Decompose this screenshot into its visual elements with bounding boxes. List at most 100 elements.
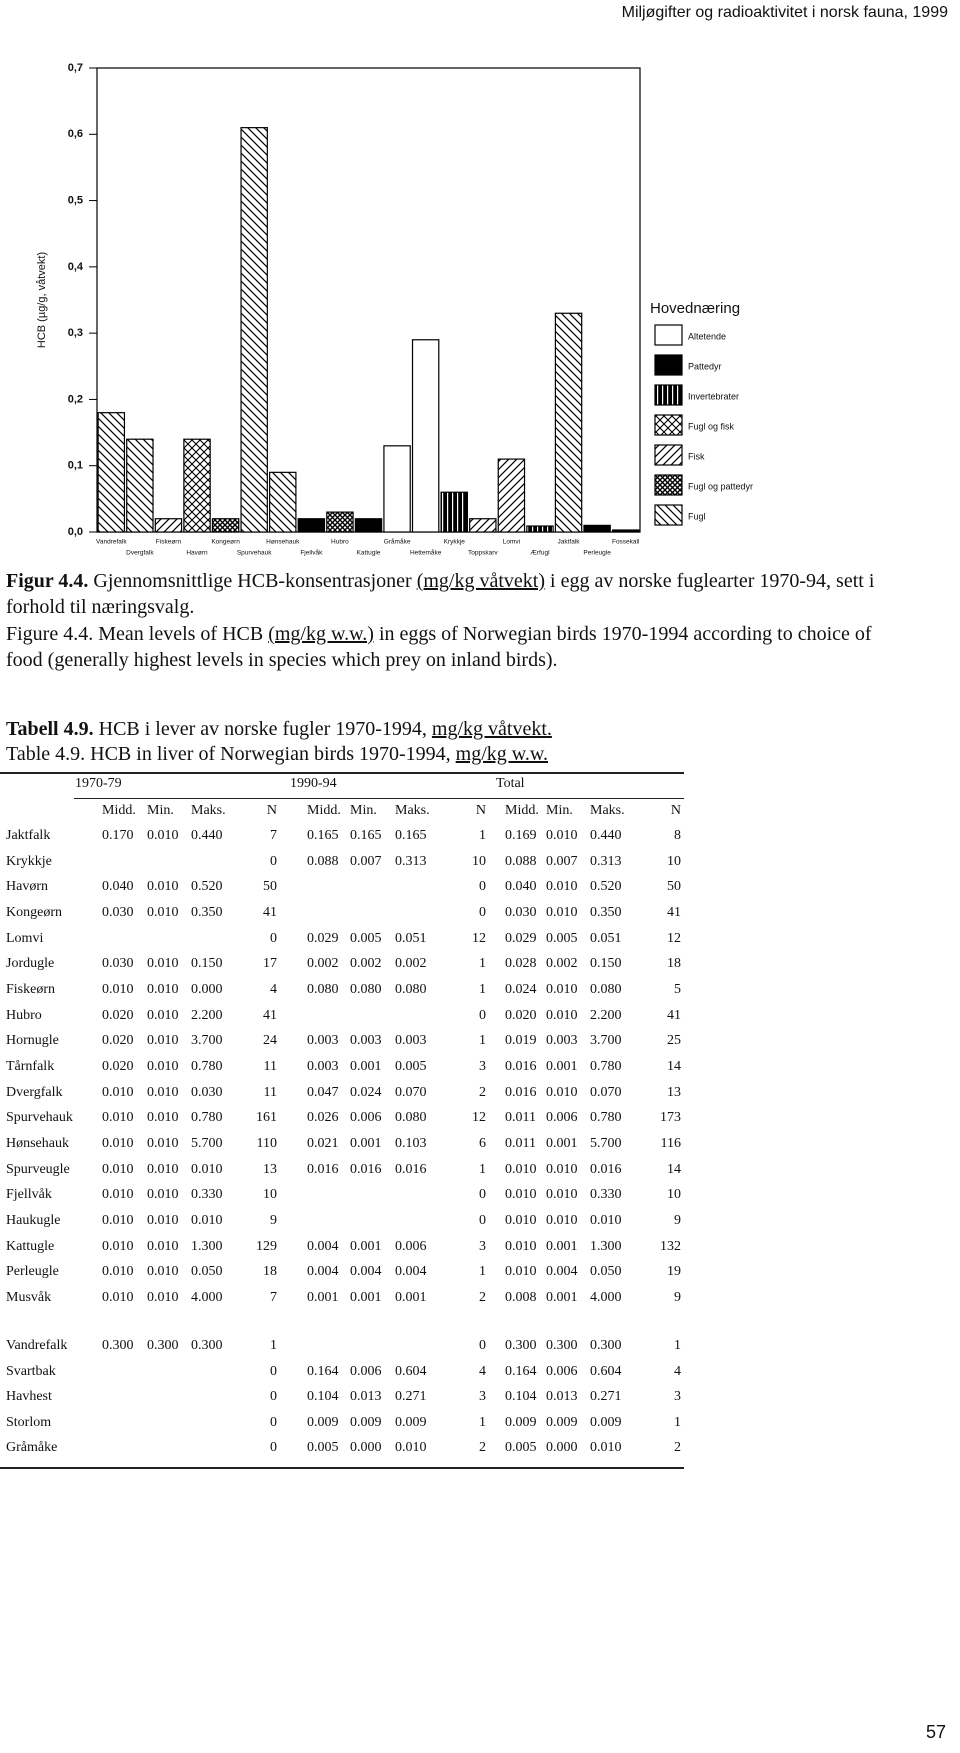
table-rule [74,798,684,799]
table-cell: 50 [667,879,681,895]
table-cell: Jordugle [6,956,55,972]
table-cell: 4 [270,982,277,998]
table-cell: 0.003 [395,1033,427,1049]
legend-swatch [654,384,683,406]
table-cell: 0.780 [191,1059,223,1075]
table-cell: 0.007 [350,853,382,869]
table-cell: 0.088 [307,853,339,869]
table-cell: 0.313 [395,853,427,869]
caption-number: Figur 4.4. [6,570,89,592]
table-cell: 1 [479,1264,486,1280]
table-cell: Krykkje [6,853,52,869]
table-cell: 12 [472,1110,486,1126]
table-cell: Maks. [395,803,430,818]
bar [183,438,211,533]
table-cell: 0.010 [546,905,578,920]
table-cell: 0.009 [395,1414,427,1430]
table-cell: Min. [147,803,174,818]
table-cell: 0.010 [505,1238,537,1254]
table-cell: 0.440 [191,828,223,843]
table-cell: N [670,803,681,818]
table-cell: Havhest [6,1389,52,1404]
table-cell: 0.010 [147,1187,179,1203]
caption-number: Tabell 4.9. [6,718,94,740]
table-rule [0,1467,684,1469]
table-cell: 0.104 [505,1389,537,1404]
table-cell: 41 [263,1007,277,1023]
table-cell: 0.003 [546,1033,578,1049]
table-cell: 0.000 [350,1440,382,1455]
table-cell: 0.010 [102,1187,134,1203]
caption-text: Mean levels of HCB [93,623,269,645]
legend-label: Invertebrater [688,391,739,401]
table-cell: 0.165 [395,828,427,843]
table-cell: 0.024 [505,982,537,998]
table-cell: 0 [270,1389,277,1404]
table-cell: 8 [674,828,681,843]
table-rule [0,772,684,774]
table-cell: 0.004 [307,1238,339,1254]
bar [154,518,183,533]
table-cell: 14 [667,1161,681,1177]
table-cell: 0.440 [590,828,622,843]
bar [497,458,526,533]
table-cell: 4 [674,1363,681,1379]
table-cell: 0.010 [102,982,134,998]
table-cell: 0.004 [395,1264,427,1280]
table-cell: 0.029 [505,930,537,946]
table-cell: 0.020 [102,1059,134,1075]
bar [411,339,440,533]
table-cell: 110 [256,1136,277,1152]
table-cell: 3 [479,1389,486,1404]
table-cell: 0.350 [191,905,223,920]
table-cell: 9 [674,1213,681,1229]
table-cell: 5.700 [191,1136,223,1152]
table-cell: 3.700 [191,1033,223,1049]
table-cell: 0.010 [505,1264,537,1280]
table-cell: 0.010 [102,1213,134,1229]
table-cell: 0 [270,1363,277,1379]
bar [440,491,468,533]
table-cell: 0.003 [307,1059,339,1075]
table-cell: 7 [270,828,277,843]
table-cell: 0.002 [350,956,382,972]
table-cell: 0.006 [546,1363,578,1379]
table-cell: 0.010 [546,1007,578,1023]
table-cell: 0.021 [307,1136,339,1152]
figure-caption-en: Figure 4.4. Mean levels of HCB (mg/kg w.… [6,621,906,673]
legend-swatch [654,504,683,526]
table-cell: 11 [263,1084,277,1100]
table-cell: 0.164 [505,1363,537,1379]
table-cell: 0.011 [505,1136,536,1152]
table-cell: 0.006 [546,1110,578,1126]
table-cell: 0.004 [350,1264,382,1280]
table-cell: Kattugle [6,1238,55,1254]
table-cell: 0.011 [505,1110,536,1126]
table-cell: Hornugle [6,1033,59,1049]
table-cell: 0.010 [147,1110,179,1126]
table-cell: 0.010 [546,982,578,998]
table-cell: 0.051 [395,930,427,946]
table-cell: 0.006 [350,1110,382,1126]
table-cell: 0.010 [102,1264,134,1280]
table-cell: Lomvi [6,930,44,946]
table-cell: Maks. [191,803,226,818]
table-cell: 0.005 [546,930,578,946]
table-cell: 0.009 [590,1414,622,1430]
table-cell: 0.010 [102,1084,134,1100]
table-cell: 2.200 [590,1007,622,1023]
table-cell: Spurvehauk [6,1110,73,1126]
table-cell: 4 [479,1363,486,1379]
x-tick-label: Spurvehauk [237,550,272,557]
table-cell: 0.016 [395,1161,427,1177]
table-cell: 0.001 [350,1136,382,1152]
table-cell: 0.010 [147,905,179,920]
bar [211,518,240,533]
table-cell: 0.520 [590,879,622,895]
caption-text: i egg av norske fuglearter 1970-94, sett… [6,570,875,618]
table-cell: 0.010 [102,1136,134,1152]
table-cell: 2 [674,1440,681,1455]
table-cell: 2 [479,1440,486,1455]
x-tick-label: Vandrefalk [96,539,127,546]
table-cell: 0.003 [350,1033,382,1049]
